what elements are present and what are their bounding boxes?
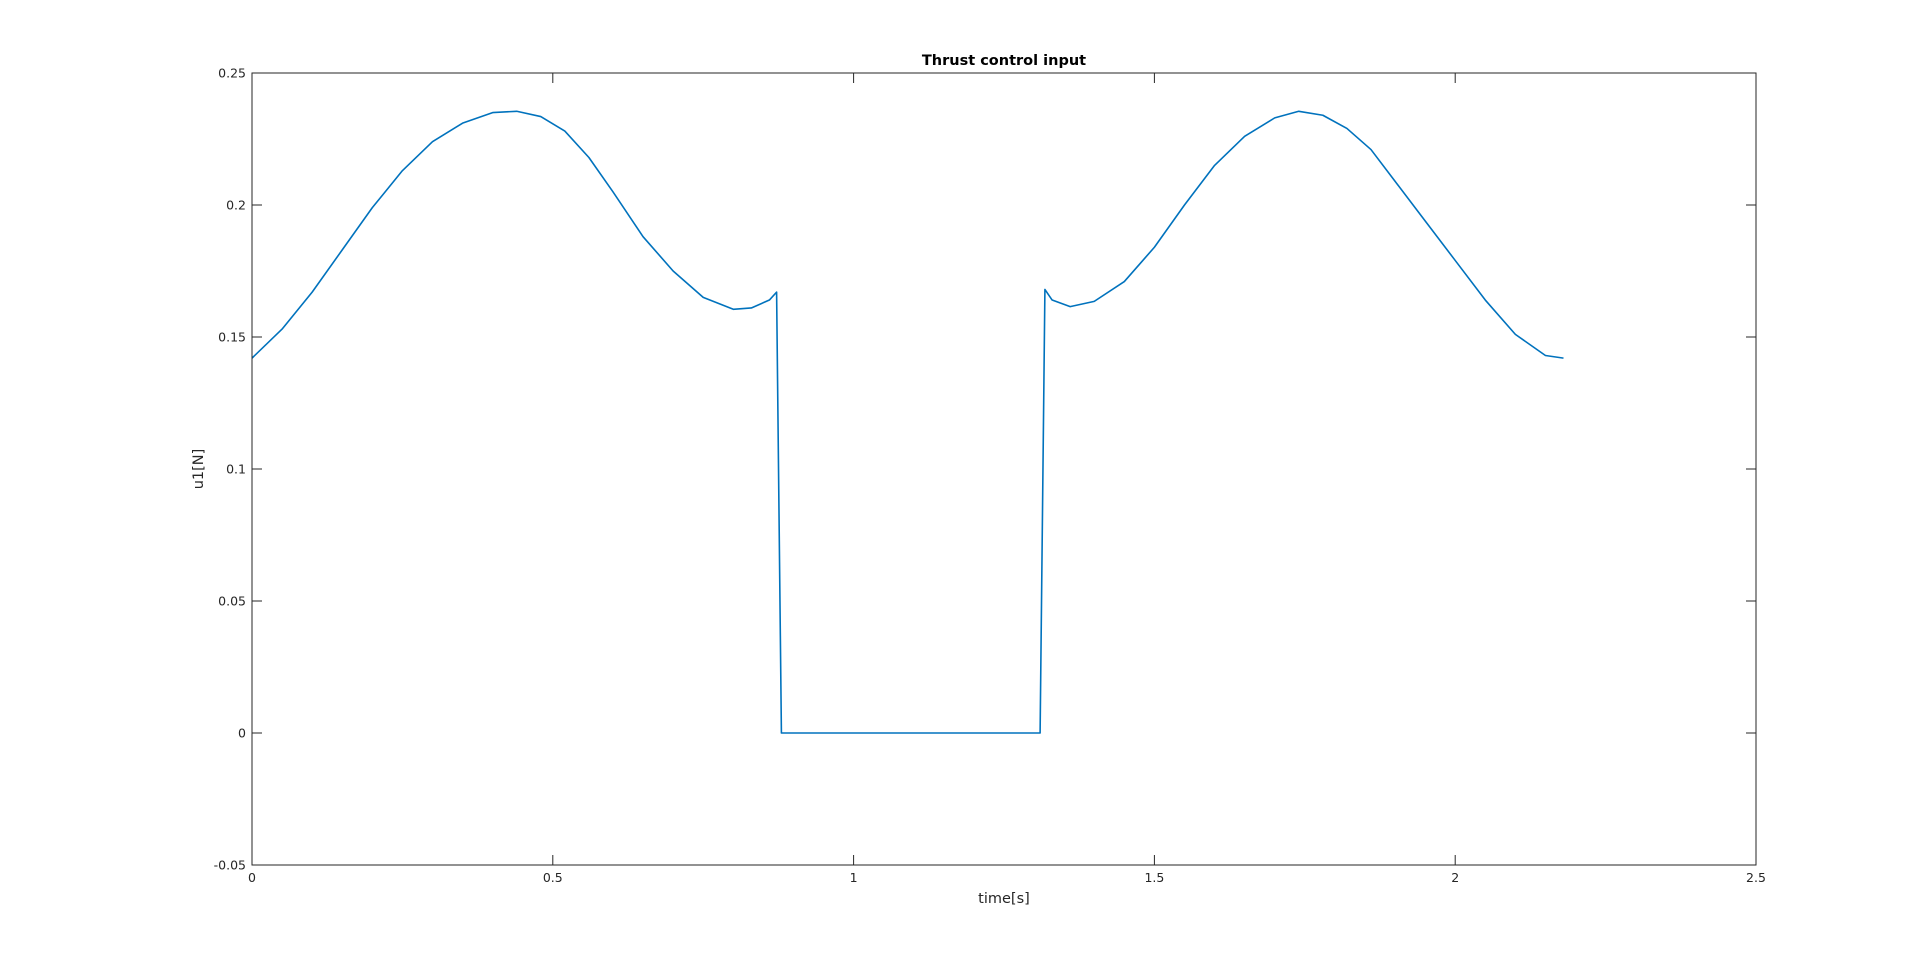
x-tick-label: 1.5 [1144,870,1164,885]
x-tick-label: 0.5 [543,870,563,885]
x-tick-label: 2 [1451,870,1459,885]
data-layer [251,110,1564,734]
axes-box [251,72,1757,866]
y-tick-label: 0.2 [226,198,246,213]
x-tick-label: 2.5 [1746,870,1766,885]
x-axis-label: time[s] [978,891,1030,907]
x-tick-label: 1 [850,870,858,885]
plot-area [252,73,1756,865]
y-tick-label: 0.25 [218,66,246,81]
y-tick-label: -0.05 [214,858,246,873]
y-tick-label: 0 [238,726,246,741]
chart-title: Thrust control input [922,53,1086,69]
y-tick-label: 0.1 [226,462,246,477]
y-tick-label: 0.15 [218,330,246,345]
y-axis-label: u1[N] [191,449,207,490]
thrust-series-line [251,110,1564,734]
x-tick-label: 0 [248,870,256,885]
y-tick-label: 0.05 [218,594,246,609]
